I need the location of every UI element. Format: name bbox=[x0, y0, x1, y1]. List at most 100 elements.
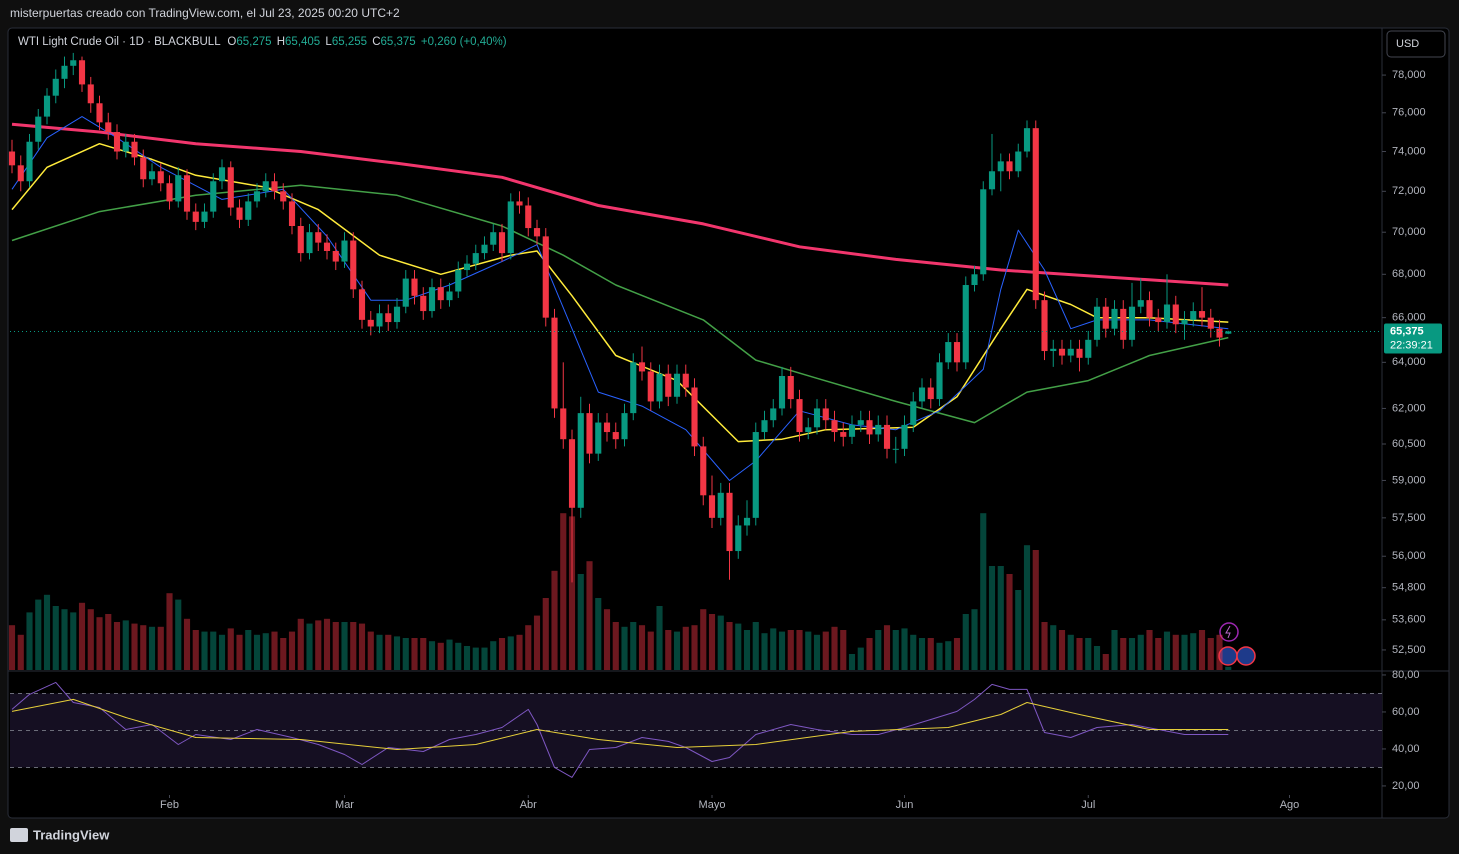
candle-body bbox=[358, 289, 366, 320]
candle-body bbox=[1093, 306, 1101, 340]
moving-average bbox=[11, 116, 1229, 481]
candle-body bbox=[1128, 306, 1136, 340]
candle-body bbox=[490, 232, 497, 245]
volume-bar bbox=[945, 641, 952, 670]
volume-bar bbox=[1163, 631, 1171, 670]
ohlc-key: L bbox=[325, 36, 332, 48]
candle-body bbox=[568, 439, 576, 508]
symbol: WTI Light Crude Oil · 1D · BLACKBULL bbox=[18, 36, 221, 48]
candle-body bbox=[420, 295, 427, 312]
candle-body bbox=[1137, 300, 1144, 307]
event-icon[interactable] bbox=[1219, 622, 1239, 642]
volume-bar bbox=[481, 647, 488, 670]
candle-body bbox=[673, 373, 681, 397]
candle-body bbox=[1050, 348, 1057, 352]
x-tick-label: Abr bbox=[520, 799, 537, 811]
volume-bar bbox=[1050, 625, 1057, 670]
candle-body bbox=[245, 201, 252, 220]
volume-bar bbox=[253, 634, 261, 670]
candle-body bbox=[113, 132, 121, 152]
candle-body bbox=[446, 291, 453, 301]
y-tick-label: 66,000 bbox=[1392, 312, 1426, 324]
volume-bar bbox=[420, 638, 427, 670]
volume-bar bbox=[1041, 622, 1048, 670]
volume-bar bbox=[1137, 634, 1144, 670]
volume-bar bbox=[218, 634, 226, 670]
volume-bar bbox=[866, 638, 873, 670]
x-tick-label: Mayo bbox=[699, 799, 726, 811]
candle-body bbox=[96, 103, 103, 123]
candle-body bbox=[717, 492, 724, 518]
candle-body bbox=[516, 201, 523, 206]
candle-body bbox=[551, 317, 558, 409]
volume-bar bbox=[1076, 638, 1083, 670]
volume-bar bbox=[175, 599, 182, 670]
candle-body bbox=[297, 225, 304, 254]
candle-body bbox=[175, 175, 182, 202]
volume-bar bbox=[52, 606, 59, 670]
y-tick-label: 56,000 bbox=[1392, 550, 1426, 562]
volume-bar bbox=[61, 609, 68, 670]
legend: WTI Light Crude Oil · 1D · BLACKBULL O65… bbox=[18, 36, 507, 48]
candle-body bbox=[743, 517, 751, 526]
candle-body bbox=[78, 60, 86, 85]
volume-bar bbox=[1093, 646, 1101, 670]
candle-body bbox=[315, 232, 322, 243]
volume-bar bbox=[358, 623, 366, 670]
candle-body bbox=[498, 232, 506, 254]
volume-bar bbox=[122, 620, 129, 670]
candle-body bbox=[437, 287, 444, 301]
currency-button[interactable] bbox=[1386, 30, 1446, 58]
volume-bar bbox=[166, 593, 173, 670]
candle-body bbox=[761, 420, 768, 433]
candle-body bbox=[271, 181, 278, 192]
moving-average bbox=[11, 142, 1229, 443]
candle-body bbox=[306, 232, 313, 254]
rsi-band bbox=[10, 693, 1382, 768]
candle-body bbox=[630, 362, 637, 414]
volume-bar bbox=[630, 622, 637, 670]
volume-bar bbox=[1146, 630, 1153, 670]
candle-body bbox=[1155, 317, 1162, 323]
candle-body bbox=[376, 313, 383, 327]
candle-body bbox=[525, 205, 532, 229]
candle-body bbox=[840, 432, 847, 437]
volume-bar bbox=[271, 631, 278, 670]
candle-body bbox=[481, 244, 488, 254]
volume-bar bbox=[638, 625, 646, 670]
candle-body bbox=[735, 525, 742, 552]
candle-body bbox=[1172, 304, 1179, 325]
candle-body bbox=[122, 141, 129, 152]
candle-body bbox=[1067, 348, 1074, 356]
candle-body bbox=[647, 371, 654, 402]
volume-bar bbox=[735, 623, 742, 670]
candle-body bbox=[1120, 308, 1127, 340]
currency[interactable]: USD bbox=[1396, 38, 1419, 50]
candle-body bbox=[805, 427, 812, 433]
volume-bar bbox=[822, 631, 829, 670]
candle-body bbox=[262, 181, 269, 192]
volume-bar bbox=[1172, 634, 1179, 670]
candle-body bbox=[1058, 348, 1066, 356]
candle-body bbox=[822, 408, 829, 421]
candle-body bbox=[778, 376, 786, 409]
volume-bar bbox=[551, 570, 558, 670]
volume-bar bbox=[875, 630, 882, 670]
volume-bar bbox=[140, 625, 147, 670]
candle-body bbox=[350, 240, 357, 290]
candle-body bbox=[866, 420, 873, 435]
volume-bar bbox=[245, 630, 252, 670]
y-tick-label: 70,000 bbox=[1392, 226, 1426, 238]
volume-bar bbox=[980, 513, 987, 670]
y-tick-label: 68,000 bbox=[1392, 268, 1426, 280]
volume-bar bbox=[385, 634, 392, 670]
volume-bar bbox=[743, 630, 751, 670]
volume-bar bbox=[971, 609, 978, 670]
event-flag[interactable] bbox=[1236, 646, 1256, 666]
volume-bar bbox=[463, 646, 471, 670]
volume-bar bbox=[8, 625, 16, 670]
volume-bar bbox=[1181, 634, 1188, 670]
rsi-line bbox=[11, 681, 1229, 778]
volume-bar bbox=[901, 628, 908, 670]
candle-body bbox=[953, 342, 961, 363]
